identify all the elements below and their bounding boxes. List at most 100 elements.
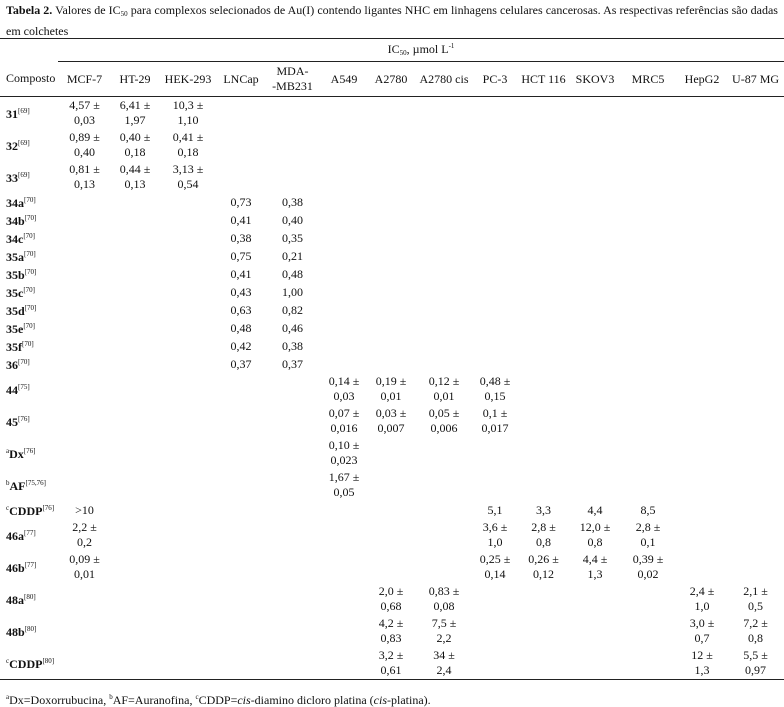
value-cell: [516, 469, 571, 501]
value-text: 0,8: [748, 631, 764, 645]
value-cell: [571, 129, 619, 161]
value-cell: [619, 301, 677, 319]
value-text: 6,41 ±: [119, 98, 151, 112]
value-cell: [111, 319, 159, 337]
value-cell: [111, 301, 159, 319]
value-cell: [265, 129, 320, 161]
column-header-text: A2780: [374, 71, 408, 86]
value-text: 34 ±: [433, 648, 455, 662]
value-text: 0,2: [77, 535, 92, 549]
value-text: 0,41 ±: [172, 130, 204, 144]
value-cell: [320, 301, 368, 319]
compound-ref: [77]: [24, 561, 37, 569]
value-cell: [217, 501, 265, 519]
value-cell: 34 ±2,4: [414, 647, 474, 680]
compound-cell: 31[69]: [0, 97, 58, 130]
value-cell: 0,46: [265, 319, 320, 337]
data-table: IC50, µmol L-1 Composto MCF-7 HT-29 HEK-293…: [0, 38, 784, 680]
value-cell: [368, 337, 414, 355]
value-text: 0,41: [230, 212, 252, 227]
value-cell: [727, 319, 784, 337]
value-cell: [58, 437, 111, 469]
column-header-text: -MB231: [272, 79, 313, 93]
compound-cell: bAF[75,76]: [0, 469, 58, 501]
footnote-text: -platina).: [387, 693, 431, 707]
value-cell: [677, 161, 727, 193]
value-cell: [677, 247, 727, 265]
value-cell: [677, 301, 727, 319]
value-text: 0,05: [333, 485, 355, 499]
table-row: 35a[70] 0,75 0,21: [0, 247, 784, 265]
column-header: HCT 116: [516, 61, 571, 97]
value-cell: [619, 405, 677, 437]
compound-cell: 44[75]: [0, 373, 58, 405]
compound-ref: [75,76]: [25, 479, 46, 487]
value-text: 0,05 ±: [428, 406, 460, 420]
value-cell: [619, 161, 677, 193]
value-cell: [414, 437, 474, 469]
value-cell: [320, 193, 368, 211]
column-header: A2780: [368, 61, 414, 97]
value-cell: [414, 129, 474, 161]
value-text: 0,03: [74, 113, 95, 127]
value-cell: [58, 373, 111, 405]
value-cell: [727, 373, 784, 405]
value-cell: [727, 229, 784, 247]
value-cell: [159, 405, 217, 437]
compound-cell: 36[70]: [0, 355, 58, 373]
value-cell: [368, 247, 414, 265]
value-cell: [368, 551, 414, 583]
table-row: 32[69] 0,89 ±0,40 0,40 ±0,18 0,41 ±0,18: [0, 129, 784, 161]
value-cell: 0,44 ±0,13: [111, 161, 159, 193]
value-text: >10: [75, 502, 94, 517]
value-cell: 0,42: [217, 337, 265, 355]
header-spacer: [0, 38, 58, 62]
column-header: LNCap: [217, 61, 265, 97]
value-text: 0,82: [282, 302, 303, 317]
value-text: 0,37: [230, 356, 252, 371]
value-cell: [111, 405, 159, 437]
value-cell: [619, 615, 677, 647]
compound-cell: 32[69]: [0, 129, 58, 161]
value-cell: 0,48: [217, 319, 265, 337]
value-cell: [474, 615, 516, 647]
compound-ref: [70]: [23, 286, 35, 294]
compound-ref: [80]: [24, 625, 37, 633]
value-cell: [217, 647, 265, 680]
value-cell: [677, 437, 727, 469]
compound-cell: 34c[70]: [0, 229, 58, 247]
value-cell: [516, 583, 571, 615]
value-cell: [677, 265, 727, 283]
table-row: 33[69] 0,81 ±0,13 0,44 ±0,13 3,13 ±0,54: [0, 161, 784, 193]
value-cell: [571, 161, 619, 193]
value-cell: 0,43: [217, 283, 265, 301]
value-cell: [571, 337, 619, 355]
value-cell: [111, 211, 159, 229]
value-text: 3,6 ±: [482, 520, 508, 534]
compound-prefix: c: [6, 657, 10, 665]
compound-cell: 45[76]: [0, 405, 58, 437]
value-cell: 0,38: [217, 229, 265, 247]
value-text: 0,38: [282, 194, 303, 209]
value-cell: 0,38: [265, 337, 320, 355]
value-text: 2,0 ±: [378, 584, 404, 598]
value-cell: [414, 519, 474, 551]
table-row: 34b[70] 0,41 0,40: [0, 211, 784, 229]
value-cell: [159, 283, 217, 301]
value-cell: [265, 551, 320, 583]
value-cell: [159, 247, 217, 265]
value-cell: [677, 469, 727, 501]
value-cell: 0,40 ±0,18: [111, 129, 159, 161]
value-text: 2,8 ±: [531, 520, 556, 534]
compound-ref: [70]: [24, 304, 37, 312]
value-text: 0,46: [282, 320, 303, 335]
value-cell: [619, 469, 677, 501]
value-cell: [368, 265, 414, 283]
column-header-text: MRC5: [631, 71, 665, 86]
value-text: 0,13: [74, 177, 95, 191]
compound-name: 35f: [6, 340, 22, 354]
value-text: 0,01: [380, 389, 402, 403]
value-cell: [474, 301, 516, 319]
value-cell: [619, 229, 677, 247]
value-cell: [414, 247, 474, 265]
